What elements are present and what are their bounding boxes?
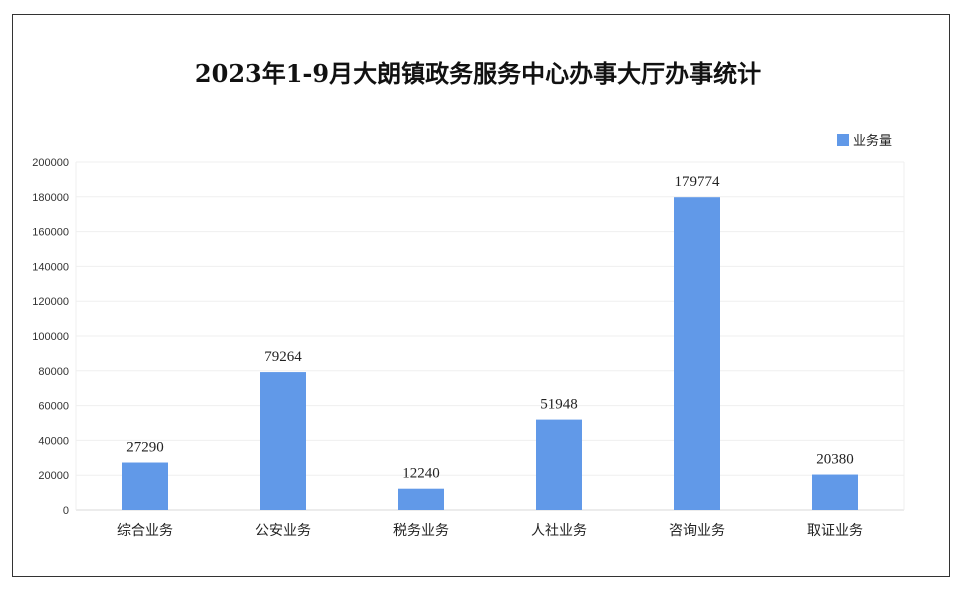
gridlines <box>75 161 905 511</box>
data-labels: 27290 79264 12240 51948 179774 20380 <box>126 174 854 482</box>
data-label: 12240 <box>402 466 440 482</box>
y-tick-label: 140000 <box>32 261 69 273</box>
legend-swatch <box>837 134 849 146</box>
chart-title: 2023年1-9月大朗镇政务服务中心办事大厅办事统计 <box>195 59 761 88</box>
bar <box>260 372 306 510</box>
data-label: 51948 <box>540 397 578 413</box>
data-label: 79264 <box>264 349 302 365</box>
data-label: 20380 <box>816 452 854 468</box>
y-tick-label: 80000 <box>38 366 69 378</box>
x-tick-label: 咨询业务 <box>669 523 725 539</box>
legend: 业务量 <box>837 133 892 149</box>
bar <box>122 462 168 510</box>
x-tick-label: 公安业务 <box>255 523 311 539</box>
x-tick-label: 人社业务 <box>531 523 587 539</box>
y-tick-label: 200000 <box>32 157 69 169</box>
legend-label: 业务量 <box>853 133 892 149</box>
data-label: 179774 <box>675 174 721 190</box>
x-axis: 综合业务 公安业务 税务业务 人社业务 咨询业务 取证业务 <box>117 523 863 539</box>
y-tick-label: 0 <box>63 505 69 517</box>
x-tick-label: 取证业务 <box>807 523 863 539</box>
bar <box>812 474 858 510</box>
bar <box>398 488 444 510</box>
y-tick-label: 60000 <box>38 401 69 413</box>
y-tick-label: 180000 <box>32 192 69 204</box>
y-axis: 0 20000 40000 60000 80000 100000 120000 140000 1… <box>32 157 69 517</box>
y-tick-label: 40000 <box>38 435 69 447</box>
x-tick-label: 综合业务 <box>117 523 173 539</box>
bar <box>674 197 720 510</box>
x-tick-label: 税务业务 <box>393 523 449 539</box>
chart-frame <box>12 14 950 577</box>
bar <box>536 419 582 510</box>
data-label: 27290 <box>126 440 164 456</box>
y-tick-label: 160000 <box>32 227 69 239</box>
y-tick-label: 20000 <box>38 470 69 482</box>
bars <box>122 197 858 510</box>
y-tick-label: 100000 <box>32 331 69 343</box>
y-tick-label: 120000 <box>32 296 69 308</box>
